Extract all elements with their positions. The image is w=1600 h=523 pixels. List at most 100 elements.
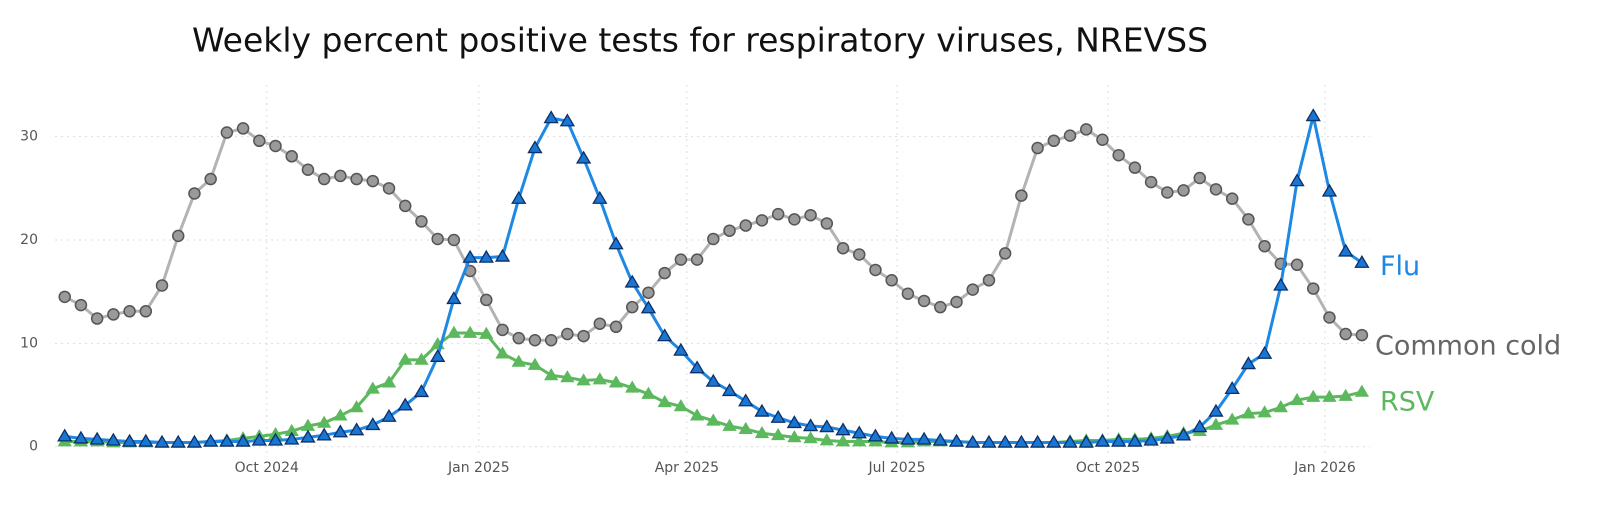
marker — [1225, 192, 1239, 205]
marker — [446, 325, 462, 338]
marker — [186, 434, 203, 448]
marker — [1047, 134, 1061, 148]
marker — [447, 233, 461, 247]
marker — [804, 208, 817, 222]
marker — [640, 300, 657, 314]
marker — [965, 434, 981, 448]
marker — [235, 433, 251, 447]
marker — [365, 381, 380, 394]
marker — [527, 140, 543, 154]
marker — [462, 249, 478, 263]
marker — [155, 279, 169, 292]
marker — [1225, 412, 1240, 425]
marker — [511, 190, 527, 204]
marker — [689, 408, 705, 421]
marker — [1112, 149, 1125, 162]
marker — [1208, 403, 1224, 417]
marker — [220, 126, 234, 139]
marker — [609, 320, 623, 334]
marker — [608, 236, 624, 250]
marker — [851, 425, 867, 439]
marker — [413, 384, 430, 398]
marker — [657, 394, 672, 408]
marker — [1338, 243, 1354, 257]
series-label: Common cold — [1375, 331, 1561, 362]
marker — [901, 287, 915, 300]
marker — [770, 409, 786, 423]
marker — [300, 429, 316, 443]
marker — [269, 139, 282, 153]
marker — [754, 403, 770, 417]
marker — [415, 215, 428, 228]
marker — [819, 433, 834, 446]
marker — [803, 431, 818, 444]
marker — [333, 408, 348, 421]
marker — [366, 174, 380, 188]
marker — [998, 247, 1012, 260]
marker — [57, 428, 73, 442]
marker — [592, 190, 608, 204]
marker — [267, 432, 284, 446]
marker — [835, 434, 851, 447]
marker — [1046, 434, 1062, 448]
marker — [1242, 213, 1255, 226]
marker — [1321, 183, 1338, 197]
y-tick-label: 20 — [20, 232, 38, 248]
marker — [982, 274, 996, 287]
marker — [1209, 183, 1223, 196]
marker — [494, 248, 511, 262]
marker — [739, 219, 752, 232]
marker — [900, 431, 916, 445]
marker — [236, 122, 250, 135]
marker — [1289, 173, 1305, 187]
marker — [1015, 189, 1028, 202]
marker — [219, 433, 235, 447]
marker — [398, 199, 412, 213]
marker — [673, 399, 689, 412]
marker — [577, 329, 590, 343]
marker — [89, 431, 105, 445]
series-label: Flu — [1380, 251, 1420, 282]
x-tick-label: Jul 2025 — [868, 460, 926, 476]
marker — [1127, 433, 1143, 447]
marker — [981, 434, 997, 448]
marker — [171, 229, 185, 243]
marker — [1240, 356, 1257, 370]
marker — [204, 172, 217, 186]
marker — [462, 325, 478, 338]
marker — [123, 305, 136, 318]
marker — [852, 248, 866, 261]
marker — [723, 224, 736, 237]
marker — [1290, 258, 1304, 272]
marker — [561, 327, 574, 341]
marker — [771, 207, 785, 221]
y-tick-label: 0 — [29, 439, 38, 455]
marker — [58, 290, 71, 304]
marker — [689, 360, 705, 374]
marker — [966, 283, 979, 296]
marker — [1323, 311, 1336, 324]
marker — [446, 291, 462, 305]
marker — [1306, 282, 1320, 295]
marker — [398, 352, 413, 365]
marker — [350, 172, 363, 186]
marker — [642, 286, 655, 299]
marker — [934, 300, 947, 314]
marker — [544, 368, 559, 381]
x-tick-label: Apr 2025 — [655, 460, 719, 476]
marker — [253, 134, 266, 148]
marker — [1079, 123, 1093, 136]
marker — [658, 266, 671, 280]
marker — [1193, 171, 1206, 185]
marker — [916, 431, 932, 445]
marker — [496, 323, 509, 337]
x-tick-label: Jan 2025 — [447, 460, 510, 476]
marker — [284, 431, 300, 445]
marker — [576, 373, 591, 386]
marker — [285, 150, 298, 163]
marker — [560, 370, 575, 383]
marker — [1355, 328, 1369, 342]
marker — [625, 300, 639, 314]
marker — [1339, 327, 1352, 341]
marker — [1128, 161, 1142, 174]
